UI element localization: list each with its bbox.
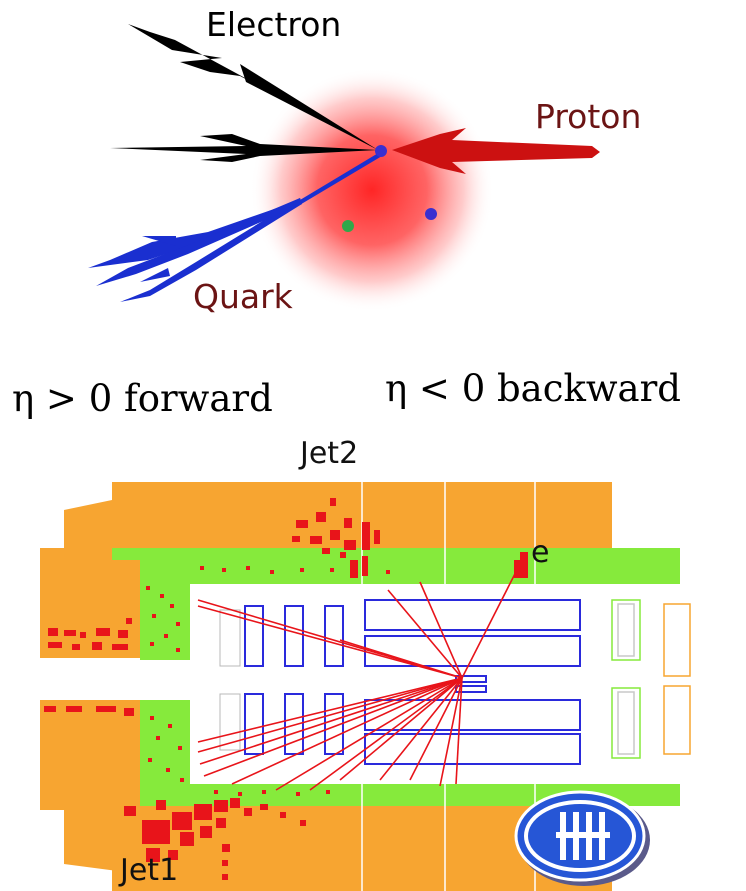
electron-deposit xyxy=(514,552,528,578)
backward-label: η < 0 backward xyxy=(385,367,681,410)
quark-label: Quark xyxy=(193,277,293,316)
incoming-electron-arrow xyxy=(110,134,378,162)
forward-calorimeter-cells xyxy=(146,566,390,796)
electron-label: Electron xyxy=(206,5,342,44)
forward-label: η > 0 forward xyxy=(12,377,273,420)
proton-label: Proton xyxy=(535,97,642,136)
forward-chambers xyxy=(244,605,344,755)
proton-arrow xyxy=(392,128,600,174)
jet1-deposits xyxy=(124,798,306,880)
scattering-diagram xyxy=(88,24,600,312)
parton-blue-right xyxy=(425,208,437,220)
electron-event-label: e xyxy=(531,535,550,570)
proton-halo xyxy=(250,68,494,312)
h1-logo xyxy=(514,790,650,886)
backward-modules xyxy=(611,599,691,759)
forward-deposits xyxy=(44,618,134,716)
inner-calorimeter xyxy=(112,548,680,806)
jet2-label: Jet2 xyxy=(300,436,359,471)
jet1-label: Jet1 xyxy=(120,853,179,888)
parton-blue-top xyxy=(375,145,387,157)
event-display xyxy=(40,482,691,891)
quark-arrow xyxy=(88,152,382,302)
jet2-deposits xyxy=(292,498,380,578)
parton-green xyxy=(342,220,354,232)
particle-tracks xyxy=(197,559,523,791)
beampipe-gap xyxy=(40,660,190,700)
outgoing-electron-arrow xyxy=(128,24,378,150)
